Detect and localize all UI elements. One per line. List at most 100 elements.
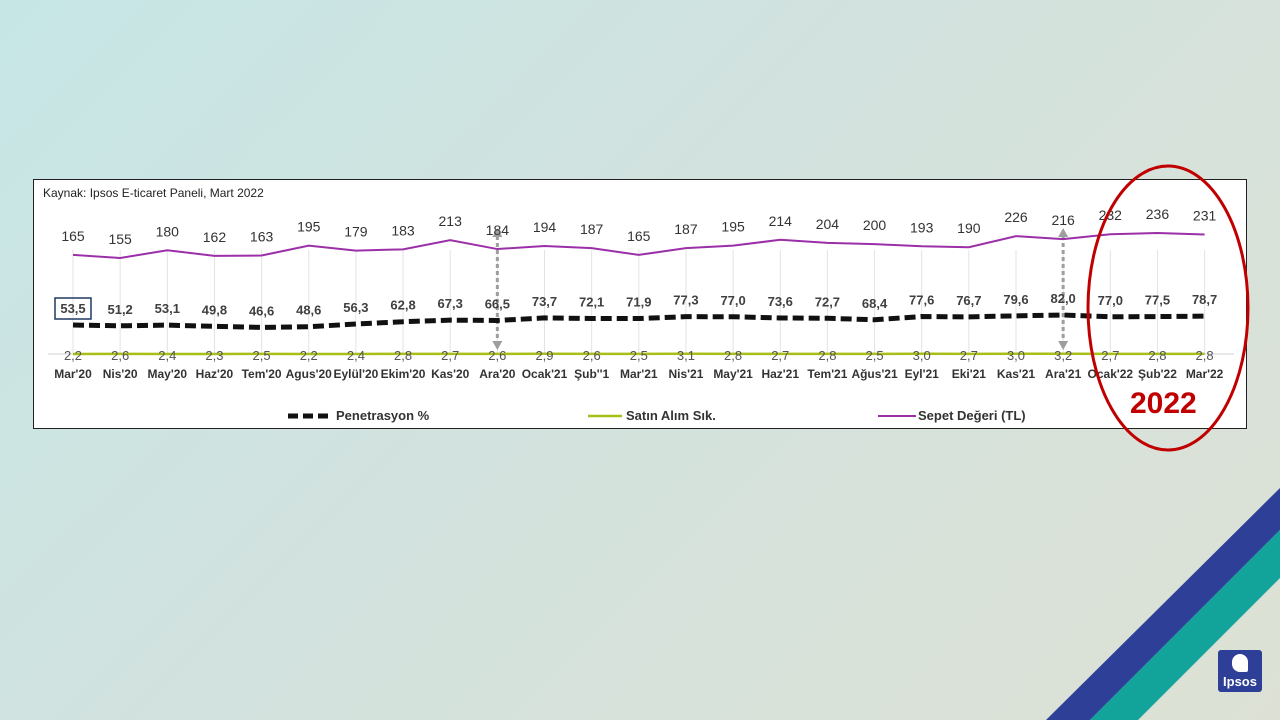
satin-alim-data-label: 2,4 [347, 348, 365, 363]
x-tick-label: Ağus'21 [851, 367, 898, 381]
penetrasyon-data-label: 53,1 [155, 301, 180, 316]
penetrasyon-data-label: 66,5 [485, 296, 510, 311]
x-tick-label: Tem'20 [242, 367, 282, 381]
x-tick-label: May'20 [148, 367, 188, 381]
indicator-arrow-head-down [1058, 341, 1069, 350]
satin-alim-data-label: 2,7 [1101, 348, 1119, 363]
penetrasyon-data-label: 72,1 [579, 294, 604, 309]
satin-alim-data-label: 2,7 [441, 348, 459, 363]
satin-alim-data-label: 2,4 [158, 348, 176, 363]
sepet-data-label: 165 [61, 228, 85, 244]
sepet-data-label: 180 [156, 223, 180, 239]
satin-alim-data-label: 2,3 [205, 348, 223, 363]
legend-sepet-label: Sepet Değeri (TL) [918, 408, 1026, 423]
penetrasyon-data-label: 49,8 [202, 302, 227, 317]
sepet-data-label: 216 [1051, 212, 1075, 228]
satin-alim-data-label: 2,8 [818, 348, 836, 363]
x-tick-label: Mar'21 [620, 367, 658, 381]
x-tick-label: Eylül'20 [333, 367, 378, 381]
penetrasyon-data-label: 77,6 [909, 293, 934, 308]
x-tick-label: Haz'21 [761, 367, 799, 381]
legend-satin-alim-label: Satın Alım Sık. [626, 408, 716, 423]
penetrasyon-data-label: 72,7 [815, 294, 840, 309]
penetrasyon-data-label: 62,8 [390, 298, 415, 313]
penetrasyon-data-label: 82,0 [1050, 291, 1075, 306]
penetrasyon-data-label: 77,5 [1145, 293, 1170, 308]
sepet-data-label: 214 [769, 213, 793, 229]
satin-alim-data-label: 2,7 [771, 348, 789, 363]
sepet-data-label: 204 [816, 216, 840, 232]
series-penetrasyon-line [72, 312, 1205, 330]
legend-sepet-swatch [878, 415, 916, 417]
sepet-data-label: 193 [910, 219, 934, 235]
chart-frame: Kaynak: Ipsos E-ticaret Paneli, Mart 202… [33, 179, 1247, 429]
ipsos-logo: Ipsos [1218, 650, 1262, 692]
sepet-data-label: 165 [627, 228, 651, 244]
sepet-data-label: 155 [108, 231, 132, 247]
satin-alim-data-label: 2,6 [111, 348, 129, 363]
x-tick-label: Ekim'20 [381, 367, 426, 381]
legend-penetrasyon-swatch [288, 413, 328, 419]
sepet-data-label: 184 [486, 222, 510, 238]
x-tick-label: Ocak'21 [522, 367, 568, 381]
sepet-data-label: 232 [1099, 207, 1123, 223]
sepet-data-label: 195 [721, 219, 745, 235]
sepet-data-label: 200 [863, 217, 887, 233]
x-tick-label: Eki'21 [952, 367, 987, 381]
penetrasyon-data-label: 48,6 [296, 303, 321, 318]
sepet-data-label: 187 [674, 221, 698, 237]
penetrasyon-data-label: 77,3 [673, 293, 698, 308]
penetrasyon-data-label: 51,2 [107, 302, 132, 317]
sepet-data-label: 194 [533, 219, 557, 235]
legend-satin-alim-swatch [588, 414, 622, 418]
satin-alim-data-label: 2,6 [583, 348, 601, 363]
logo-mark-icon [1232, 654, 1248, 672]
penetrasyon-data-label: 79,6 [1003, 292, 1028, 307]
legend-sepet: Sepet Değeri (TL) [878, 406, 1026, 426]
x-tick-label: Haz'20 [196, 367, 234, 381]
x-tick-label: Kas'20 [431, 367, 470, 381]
penetrasyon-data-label: 73,7 [532, 294, 557, 309]
satin-alim-data-label: 2,8 [394, 348, 412, 363]
satin-alim-data-label: 3,2 [1054, 348, 1072, 363]
sepet-data-label: 187 [580, 221, 604, 237]
satin-alim-data-label: 2,5 [866, 348, 884, 363]
satin-alim-data-label: 2,6 [488, 348, 506, 363]
x-tick-label: Tem'21 [807, 367, 847, 381]
satin-alim-data-label: 2,8 [1148, 348, 1166, 363]
sepet-data-label: 179 [344, 224, 368, 240]
x-tick-label: Ocak'22 [1088, 367, 1134, 381]
x-tick-label: Şub''1 [574, 367, 609, 381]
x-tick-label: Kas'21 [997, 367, 1036, 381]
satin-alim-data-label: 2,2 [64, 348, 82, 363]
x-tick-label: Mar'20 [54, 367, 92, 381]
legend-penetrasyon: Penetrasyon % [286, 406, 429, 426]
penetrasyon-data-label: 78,7 [1192, 292, 1217, 307]
satin-alim-data-label: 2,8 [1196, 348, 1214, 363]
boxed-label-frame [54, 297, 92, 320]
satin-alim-data-label: 2,5 [630, 348, 648, 363]
penetrasyon-data-label: 46,6 [249, 303, 274, 318]
satin-alim-data-label: 2,5 [253, 348, 271, 363]
sepet-data-label: 183 [391, 222, 415, 238]
penetrasyon-data-label: 67,3 [438, 296, 463, 311]
x-tick-label: Nis'21 [669, 367, 704, 381]
penetrasyon-data-label: 68,4 [862, 296, 888, 311]
x-tick-label: Nis'20 [103, 367, 138, 381]
sepet-data-label: 213 [439, 213, 463, 229]
x-tick-label: Ara'21 [1045, 367, 1082, 381]
satin-alim-data-label: 2,2 [300, 348, 318, 363]
series-sepet-line [72, 232, 1205, 260]
legend-satin-alim: Satın Alım Sık. [588, 406, 716, 426]
satin-alim-data-label: 2,8 [724, 348, 742, 363]
satin-alim-data-label: 3,0 [1007, 348, 1025, 363]
logo-text: Ipsos [1223, 674, 1257, 689]
x-tick-label: Şub'22 [1138, 367, 1177, 381]
penetrasyon-data-label: 56,3 [343, 300, 368, 315]
legend-penetrasyon-label: Penetrasyon % [336, 408, 430, 423]
x-tick-label: Mar'22 [1186, 367, 1224, 381]
penetrasyon-data-label: 53,5 [60, 301, 85, 316]
penetrasyon-data-label: 73,6 [768, 294, 793, 309]
indicator-arrow-head-down [492, 341, 503, 350]
satin-alim-data-label: 2,7 [960, 348, 978, 363]
